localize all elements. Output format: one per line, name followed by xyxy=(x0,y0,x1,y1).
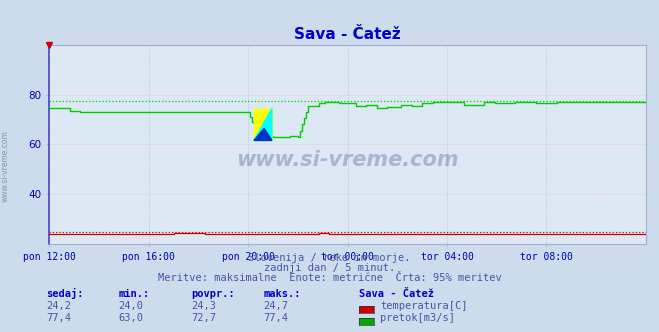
Text: min.:: min.: xyxy=(119,289,150,299)
Title: Sava - Čatež: Sava - Čatež xyxy=(295,27,401,42)
Text: 72,7: 72,7 xyxy=(191,313,216,323)
Text: Sava - Čatež: Sava - Čatež xyxy=(359,289,434,299)
Polygon shape xyxy=(254,128,272,140)
Text: Slovenija / reke in morje.: Slovenija / reke in morje. xyxy=(248,253,411,263)
Text: 24,0: 24,0 xyxy=(119,301,144,311)
Text: zadnji dan / 5 minut.: zadnji dan / 5 minut. xyxy=(264,263,395,273)
Text: 24,2: 24,2 xyxy=(46,301,71,311)
Text: 24,7: 24,7 xyxy=(264,301,289,311)
Text: www.si-vreme.com: www.si-vreme.com xyxy=(1,130,10,202)
Text: temperatura[C]: temperatura[C] xyxy=(380,301,468,311)
Text: Meritve: maksimalne  Enote: metrične  Črta: 95% meritev: Meritve: maksimalne Enote: metrične Črta… xyxy=(158,273,501,283)
Text: maks.:: maks.: xyxy=(264,289,301,299)
Polygon shape xyxy=(254,109,272,140)
Text: 77,4: 77,4 xyxy=(264,313,289,323)
Polygon shape xyxy=(254,109,272,140)
Text: 24,3: 24,3 xyxy=(191,301,216,311)
Text: sedaj:: sedaj: xyxy=(46,288,84,299)
Text: pretok[m3/s]: pretok[m3/s] xyxy=(380,313,455,323)
Text: povpr.:: povpr.: xyxy=(191,289,235,299)
Text: 77,4: 77,4 xyxy=(46,313,71,323)
Text: 63,0: 63,0 xyxy=(119,313,144,323)
Text: www.si-vreme.com: www.si-vreme.com xyxy=(237,150,459,170)
